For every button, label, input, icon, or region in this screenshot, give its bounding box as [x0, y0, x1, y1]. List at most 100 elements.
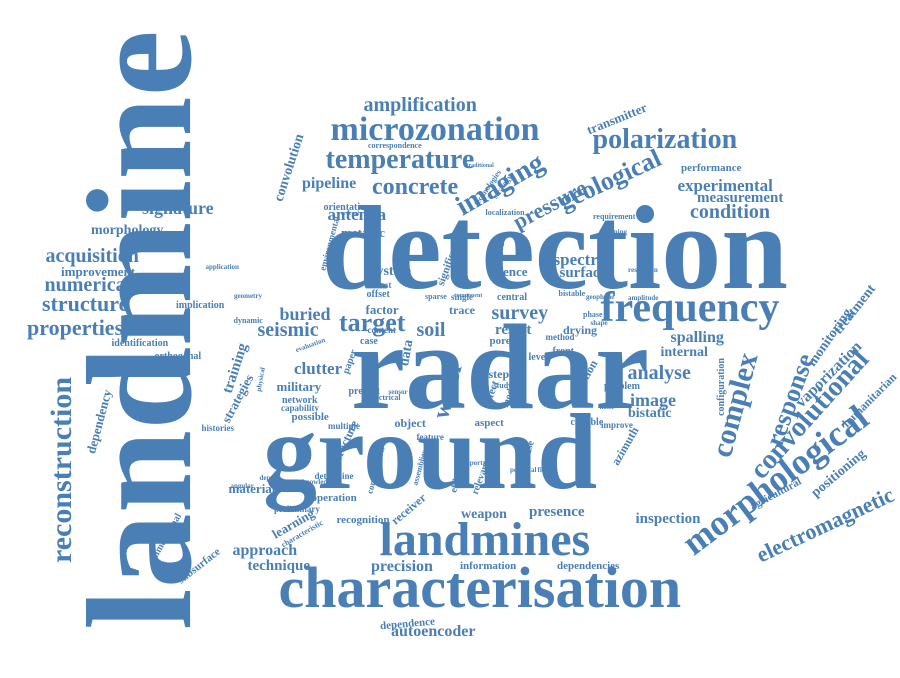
cloud-word-physical: physical — [254, 366, 267, 392]
cloud-word-geometry: geometry — [234, 291, 262, 300]
cloud-word-internal: internal — [660, 345, 708, 360]
cloud-word-presence: presence — [529, 503, 585, 520]
cloud-word-noise: noise — [599, 402, 615, 411]
cloud-word-case: case — [360, 336, 378, 347]
cloud-word-military: military — [276, 378, 322, 394]
cloud-word-bistable: bistable — [558, 289, 586, 298]
cloud-word-soil: soil — [416, 319, 446, 341]
cloud-word-content: content — [367, 324, 397, 335]
cloud-word-weapon: weapon — [461, 507, 507, 522]
cloud-word-ground: ground — [263, 393, 598, 512]
cloud-word-test: test — [378, 279, 392, 290]
cloud-word-correspondence: correspondence — [368, 141, 422, 150]
cloud-word-technique: technique — [247, 557, 311, 574]
cloud-word-important: important — [462, 458, 493, 467]
cloud-word-potential: potential — [510, 465, 537, 474]
cloud-word-operation: operation — [311, 491, 357, 504]
cloud-word-drying: drying — [563, 323, 598, 337]
cloud-word-sensor: sensor — [388, 387, 408, 396]
cloud-word-electrical: electrical — [369, 393, 401, 402]
cloud-word-network: network — [282, 395, 318, 406]
cloud-word-autoencoder: autoencoder — [391, 623, 476, 640]
cloud-word-target: target — [339, 308, 406, 337]
cloud-word-offset: offset — [366, 289, 390, 300]
cloud-word-world: world — [486, 251, 504, 260]
cloud-word-antenna: antenna — [327, 204, 387, 224]
cloud-word-method: method — [545, 331, 575, 342]
cloud-word-polarization: polarization — [592, 124, 738, 155]
cloud-word-frequency: frequency — [600, 285, 780, 331]
cloud-word-level: level — [528, 352, 548, 363]
cloud-word-depth: depth — [259, 473, 277, 482]
cloud-word-preliminary: preliminary — [274, 503, 320, 514]
cloud-word-capable: capable — [570, 417, 604, 428]
cloud-word-surface: surface — [559, 264, 607, 281]
cloud-word-demining: demining — [599, 227, 628, 236]
cloud-word-concrete: concrete — [372, 174, 459, 200]
cloud-word-orthogonal: orthogonal — [154, 351, 202, 362]
cloud-word-spectra: spectra — [553, 249, 607, 269]
cloud-word-characterisation: characterisation — [278, 555, 682, 620]
cloud-word-localization: localization — [485, 208, 525, 217]
cloud-word-study: study — [493, 381, 513, 390]
cloud-word-image: image — [630, 390, 676, 410]
cloud-word-science: science — [488, 263, 528, 279]
cloud-word-requirement: requirement — [593, 212, 636, 221]
cloud-word-factor: factor — [365, 301, 399, 317]
cloud-word-landmines: landmines — [379, 513, 591, 566]
cloud-word-identification: identification — [111, 338, 169, 349]
cloud-word-improve: improve — [601, 419, 633, 430]
cloud-word-spalling: spalling — [670, 329, 724, 346]
cloud-word-recognition: recognition — [336, 513, 390, 526]
cloud-word-geophone: geophone — [586, 292, 615, 301]
cloud-word-bistatic: bistatic — [628, 406, 672, 421]
cloud-word-angular: angular — [230, 481, 254, 490]
cloud-word-approach: approach — [232, 542, 298, 559]
cloud-word-step: step — [488, 367, 510, 381]
cloud-word-single: single — [451, 291, 474, 302]
cloud-word-knowledge: knowledge — [302, 477, 334, 486]
cloud-word-amplification: amplification — [363, 94, 477, 116]
cloud-word-improvement: improvement — [61, 263, 136, 279]
cloud-word-problem: problem — [604, 381, 640, 392]
cloud-word-orientation: orientation — [323, 202, 371, 213]
cloud-word-structure: structure — [42, 291, 129, 316]
cloud-word-experimental: experimental — [677, 175, 773, 195]
cloud-word-analyse: analyse — [627, 362, 691, 384]
cloud-word-material: material — [228, 480, 276, 496]
cloud-word-determine: determine — [314, 470, 354, 481]
cloud-word-detail: detail — [490, 242, 505, 248]
cloud-word-dependencies: dependencies — [557, 559, 620, 572]
cloud-word-measurement: measurement — [697, 189, 784, 206]
cloud-word-amplitude: amplitude — [628, 293, 659, 302]
cloud-word-front: front — [552, 346, 574, 357]
cloud-word-condition: condition — [690, 201, 771, 223]
cloud-word-trace: trace — [449, 303, 475, 317]
cloud-word-shape: shape — [590, 318, 608, 327]
cloud-word-treatment: treatment — [830, 281, 879, 338]
cloud-word-resolution: resolution — [628, 265, 658, 274]
cloud-word-convolution: convolution — [271, 132, 308, 204]
cloud-word-sparse: sparse — [425, 292, 447, 301]
cloud-word-filter: filter — [537, 465, 553, 474]
cloud-word-inspection: inspection — [635, 510, 701, 527]
cloud-word-configuration: configuration — [715, 358, 727, 416]
cloud-word-morphology: morphology — [91, 223, 164, 238]
cloud-word-phase: phase — [583, 310, 603, 319]
cloud-word-pipeline: pipeline — [302, 175, 357, 192]
cloud-word-survey: survey — [491, 302, 549, 324]
cloud-word-system: system — [371, 264, 412, 279]
cloud-word-result: result — [495, 321, 532, 338]
cloud-word-microzonation: microzonation — [330, 111, 540, 148]
cloud-word-precision: precision — [371, 558, 433, 575]
cloud-word-information: information — [460, 559, 517, 572]
cloud-word-properties: properties — [27, 315, 124, 340]
cloud-word-implication: implication — [176, 300, 225, 311]
cloud-word-traditional: traditional — [466, 163, 494, 169]
cloud-word-aspect: aspect — [474, 416, 504, 429]
cloud-word-central: central — [497, 292, 527, 303]
cloud-word-histories: histories — [201, 422, 235, 433]
cloud-word-dynamic: dynamic — [233, 316, 263, 325]
cloud-word-temperature: temperature — [325, 144, 475, 175]
